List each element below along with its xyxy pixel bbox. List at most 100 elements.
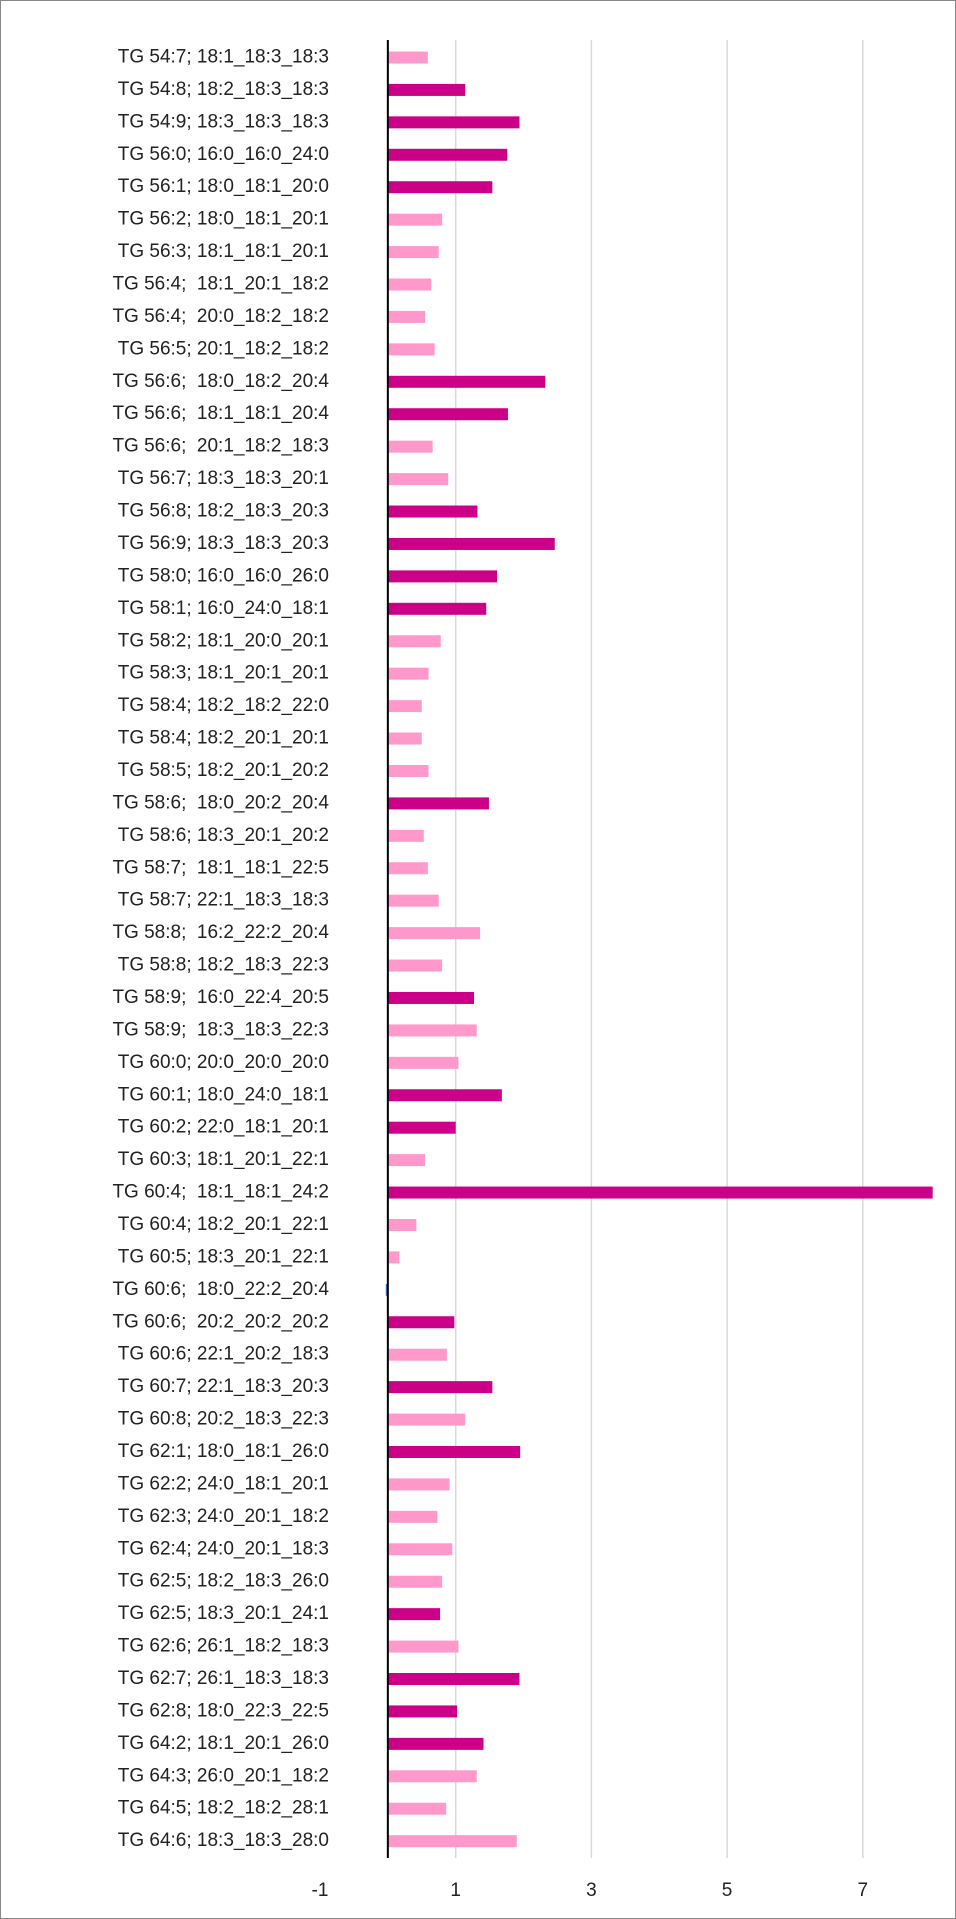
y-tick-label: TG 56:6; 18:1_18:1_20:4: [112, 403, 329, 424]
bar: [387, 116, 520, 129]
bar: [387, 1705, 458, 1718]
y-tick-label: TG 56:9; 18:3_18:3_20:3: [118, 533, 329, 554]
bar: [387, 1121, 456, 1134]
y-tick-label: TG 58:8; 18:2_18:3_22:3: [118, 955, 329, 976]
y-tick-label: TG 60:3; 18:1_20:1_22:1: [118, 1149, 329, 1170]
y-tick-label: TG 58:3; 18:1_20:1_20:1: [118, 663, 329, 684]
y-tick-label: TG 62:3; 24:0_20:1_18:2: [118, 1506, 329, 1527]
y-tick-label: TG 60:6; 22:1_20:2_18:3: [118, 1344, 329, 1365]
y-tick-label: TG 60:4; 18:1_18:1_24:2: [112, 1182, 329, 1203]
y-tick-label: TG 58:7; 22:1_18:3_18:3: [118, 890, 329, 911]
bar: [387, 83, 466, 96]
y-tick-label: TG 56:4; 20:0_18:2_18:2: [112, 306, 329, 327]
y-tick-label: TG 56:3; 18:1_18:1_20:1: [118, 241, 329, 262]
y-tick-label: TG 64:5; 18:2_18:2_28:1: [118, 1798, 329, 1819]
y-tick-label: TG 62:5; 18:2_18:3_26:0: [118, 1571, 329, 1592]
y-tick-label: TG 60:4; 18:2_20:1_22:1: [118, 1214, 329, 1235]
y-tick-label: TG 60:7; 22:1_18:3_20:3: [118, 1376, 329, 1397]
y-tick-label: TG 56:0; 16:0_16:0_24:0: [118, 144, 329, 165]
bar: [387, 570, 498, 583]
bar: [387, 408, 508, 421]
y-tick-label: TG 62:1; 18:0_18:1_26:0: [118, 1441, 329, 1462]
y-tick-label: TG 60:2; 22:0_18:1_20:1: [118, 1117, 329, 1138]
bar: [387, 667, 429, 680]
bar: [387, 1543, 453, 1556]
y-tick-label: TG 64:6; 18:3_18:3_28:0: [118, 1830, 329, 1851]
bar: [387, 959, 443, 972]
y-tick-label: TG 58:2; 18:1_20:0_20:1: [118, 630, 329, 651]
bar: [387, 700, 422, 713]
bar: [387, 1640, 459, 1653]
y-tick-label: TG 56:4; 18:1_20:1_18:2: [112, 274, 329, 295]
y-tick-label: TG 56:6; 20:1_18:2_18:3: [112, 436, 329, 457]
bar: [387, 991, 475, 1004]
bar: [387, 343, 435, 356]
bar: [387, 181, 493, 194]
y-tick-label: TG 62:7; 26:1_18:3_18:3: [118, 1668, 329, 1689]
bar: [387, 51, 428, 64]
bar: [387, 1575, 443, 1588]
bar: [387, 1316, 455, 1329]
y-tick-label: TG 58:1; 16:0_24:0_18:1: [118, 598, 329, 619]
bar: [387, 1510, 438, 1523]
bar: [387, 1770, 477, 1783]
bar: [387, 246, 439, 259]
bar: [387, 1478, 450, 1491]
bar: [387, 1218, 417, 1231]
y-tick-label: TG 56:6; 18:0_18:2_20:4: [112, 371, 329, 392]
bar: [387, 635, 441, 648]
bar: [387, 310, 426, 323]
bar: [387, 1673, 520, 1685]
bar: [387, 1802, 447, 1815]
y-tick-label: TG 56:2; 18:0_18:1_20:1: [118, 209, 329, 230]
y-tick-label: TG 64:2; 18:1_20:1_26:0: [118, 1733, 329, 1754]
y-tick-label: TG 60:8; 20:2_18:3_22:3: [118, 1409, 329, 1430]
bar: [387, 862, 428, 875]
bar: [387, 1089, 502, 1102]
x-tick-label: 7: [858, 1880, 869, 1901]
bar: [387, 1835, 517, 1848]
y-tick-label: TG 58:4; 18:2_20:1_20:1: [118, 728, 329, 749]
bar: [387, 764, 429, 777]
bar: [387, 1445, 521, 1458]
y-tick-label: TG 58:6; 18:3_20:1_20:2: [118, 825, 329, 846]
y-tick-label: TG 62:5; 18:3_20:1_24:1: [118, 1603, 329, 1624]
bar: [387, 1413, 466, 1426]
bar: [387, 1056, 459, 1069]
x-tick-label: -1: [312, 1880, 329, 1901]
y-tick-label: TG 56:7; 18:3_18:3_20:1: [118, 468, 329, 489]
bar: [387, 1154, 426, 1167]
y-tick-label: TG 54:8; 18:2_18:3_18:3: [118, 79, 329, 100]
y-tick-label: TG 62:2; 24:0_18:1_20:1: [118, 1473, 329, 1494]
y-tick-label: TG 58:0; 16:0_16:0_26:0: [118, 565, 329, 586]
bar: [387, 213, 443, 226]
y-tick-label: TG 60:5; 18:3_20:1_22:1: [118, 1246, 329, 1267]
y-tick-label: TG 64:3; 26:0_20:1_18:2: [118, 1765, 329, 1786]
y-tick-label: TG 56:1; 18:0_18:1_20:0: [118, 176, 329, 197]
bar: [387, 1348, 447, 1361]
bar: [387, 829, 424, 842]
y-tick-label: TG 58:8; 16:2_22:2_20:4: [112, 922, 329, 943]
y-tick-label: TG 62:6; 26:1_18:2_18:3: [118, 1636, 329, 1657]
y-tick-label: TG 62:4; 24:0_20:1_18:3: [118, 1538, 329, 1559]
bar: [387, 537, 555, 550]
bar: [387, 602, 487, 615]
bar: [387, 1024, 477, 1037]
y-tick-label: TG 58:5; 18:2_20:1_20:2: [118, 760, 329, 781]
bar: [387, 505, 478, 518]
bar: [387, 1251, 400, 1264]
bar: [387, 473, 449, 486]
bar: [387, 375, 546, 388]
bar: [387, 148, 508, 161]
bar: [387, 927, 481, 940]
x-tick-label: 3: [586, 1880, 597, 1901]
bar: [387, 894, 439, 907]
y-tick-label: TG 60:1; 18:0_24:0_18:1: [118, 1084, 329, 1105]
bar: [387, 797, 489, 810]
y-tick-label: TG 56:8; 18:2_18:3_20:3: [118, 501, 329, 522]
bar: [387, 1608, 441, 1621]
bar: [387, 440, 433, 453]
y-tick-label: TG 54:7; 18:1_18:3_18:3: [118, 47, 329, 68]
x-tick-label: 1: [450, 1880, 461, 1901]
